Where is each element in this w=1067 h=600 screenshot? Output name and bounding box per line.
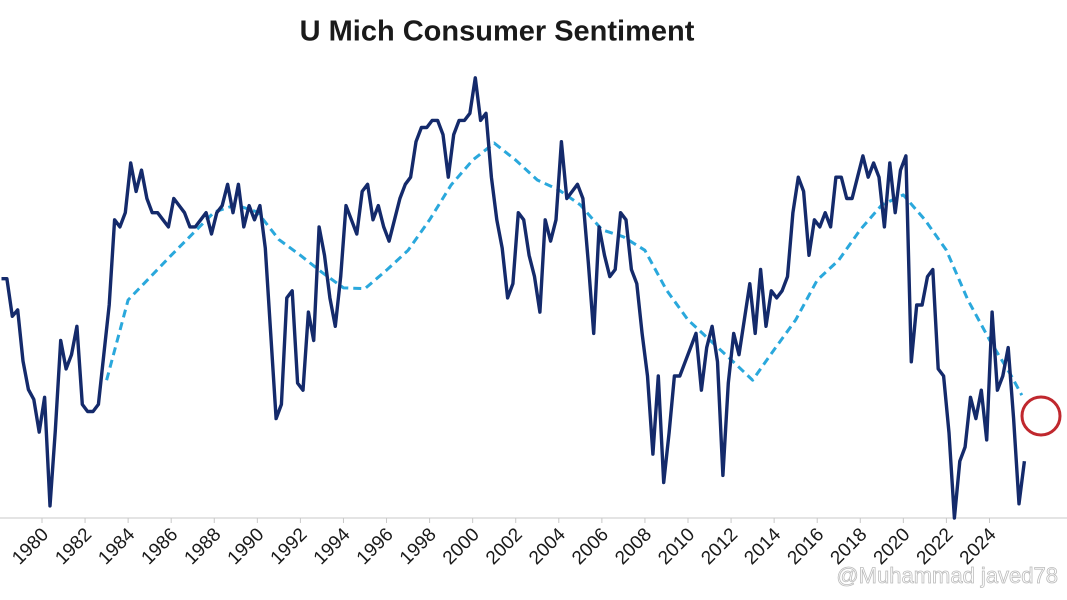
x-tick-label: 1994: [310, 524, 355, 569]
watermark: @Muhammad javed78: [836, 563, 1058, 588]
x-tick-label: 1998: [396, 524, 441, 569]
x-tick-label: 2016: [784, 524, 829, 569]
x-tick-label: 2010: [654, 524, 699, 569]
x-tick-label: 2008: [611, 524, 656, 569]
x-tick-label: 1980: [8, 524, 53, 569]
x-tick-label: 2006: [568, 524, 613, 569]
x-tick-label: 2004: [525, 524, 570, 569]
x-tick-label: 1986: [138, 524, 183, 569]
average-line: [105, 141, 1024, 396]
x-tick-label: 1990: [224, 524, 269, 569]
x-tick-label: 2002: [482, 524, 527, 569]
x-tick-label: 2014: [740, 524, 785, 569]
chart-title: U Mich Consumer Sentiment: [300, 16, 695, 48]
x-tick-label: 1996: [353, 524, 398, 569]
x-tick-label: 2000: [439, 524, 484, 569]
x-tick-label: 1984: [94, 524, 139, 569]
series-line: [1, 76, 1027, 520]
x-tick-label: 2012: [697, 524, 742, 569]
highlight-circle: [1020, 395, 1062, 437]
x-tick-label: 1988: [181, 524, 226, 569]
plot-area: [1, 76, 1027, 520]
x-tick-label: 1982: [51, 524, 96, 569]
x-tick-label: 1992: [267, 524, 312, 569]
